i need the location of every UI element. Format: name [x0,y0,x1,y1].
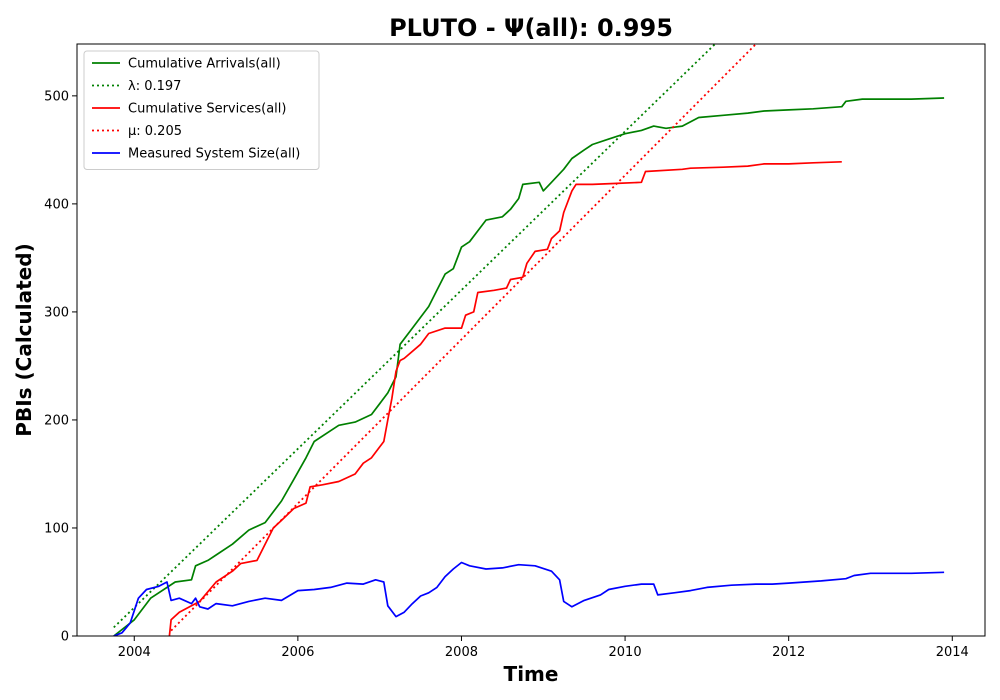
chart-title: PLUTO - Ψ(all): 0.995 [389,14,673,42]
legend-label: Measured System Size(all) [128,147,300,162]
series-line-3 [170,44,757,632]
series-line-4 [113,561,945,636]
x-tick-label: 2006 [281,645,314,660]
legend-label: μ: 0.205 [128,124,182,139]
x-tick-label: 2012 [772,645,805,660]
x-axis-title: Time [504,662,559,686]
y-tick-label: 500 [44,89,69,104]
y-tick-label: 200 [44,413,69,428]
series-line-0 [113,97,945,636]
x-tick-label: 2010 [609,645,642,660]
legend-label: Cumulative Arrivals(all) [128,57,281,72]
legend-label: Cumulative Services(all) [128,102,286,117]
x-tick-label: 2008 [445,645,478,660]
legend-frame [83,50,320,170]
y-axis-title: PBIs (Calculated) [12,243,36,436]
y-tick-label: 100 [44,521,69,536]
plot-area [113,44,945,636]
series-line-2 [168,160,842,636]
y-axis: 0 100 200 300 400 500 [44,89,77,645]
x-axis: 2004 2006 2008 2010 2012 2014 [118,636,969,660]
y-tick-label: 0 [61,630,69,645]
x-tick-label: 2014 [936,645,969,660]
legend: Cumulative Arrivals(all) λ: 0.197 Cumulati… [83,50,320,170]
y-tick-label: 300 [44,305,69,320]
y-tick-label: 400 [44,197,69,212]
x-tick-label: 2004 [118,645,151,660]
plot-frame [76,43,986,637]
legend-label: λ: 0.197 [128,79,181,94]
